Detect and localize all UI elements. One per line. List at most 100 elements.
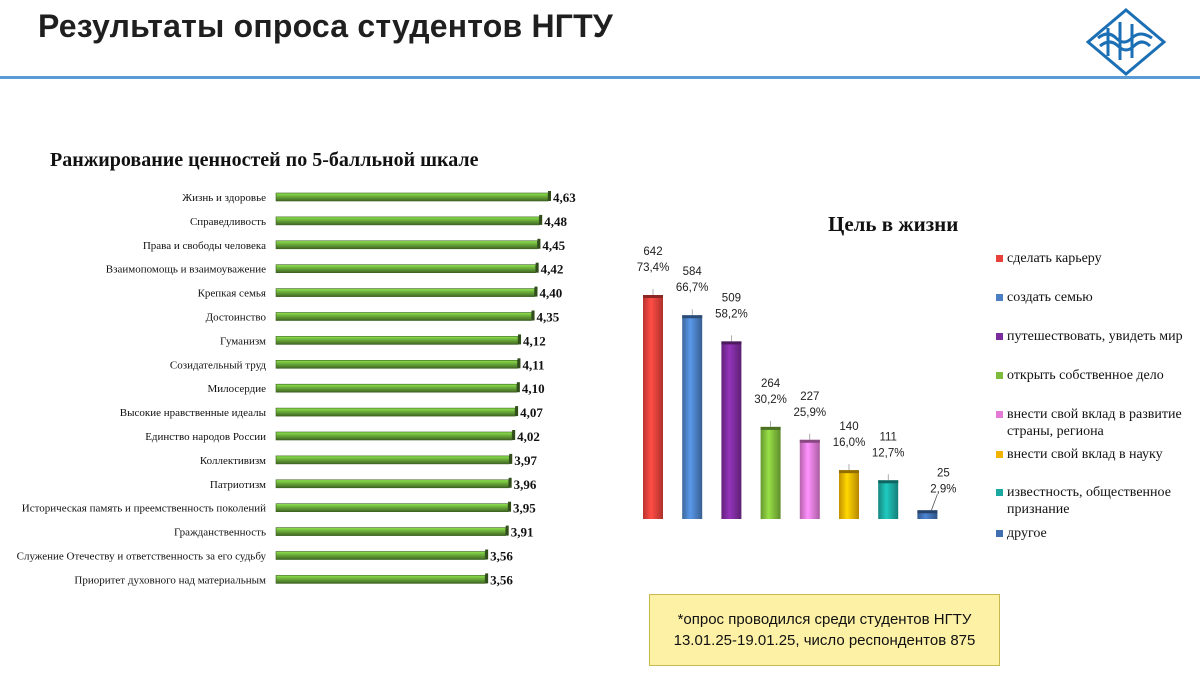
goal-bar-cap <box>643 295 663 298</box>
category-label: Справедливость <box>190 216 266 228</box>
header-divider <box>0 76 1200 79</box>
category-label: Гуманизм <box>220 335 266 347</box>
goal-bar-cap <box>878 480 899 484</box>
value-bar-cap <box>505 525 509 536</box>
category-label: Служение Отечеству и ответственность за … <box>17 551 267 563</box>
goal-count-label: 111 <box>879 431 896 443</box>
goal-bar-cap <box>682 315 703 319</box>
value-label: 3,97 <box>514 453 537 468</box>
value-label: 4,42 <box>541 262 564 277</box>
value-bar-cap <box>518 334 522 345</box>
goal-bar-cap <box>917 510 938 514</box>
category-label: Взаимопомощь и взаимоуважение <box>106 264 266 276</box>
value-bar-cap <box>539 214 543 225</box>
legend-swatch <box>996 255 1003 262</box>
goal-count-label: 264 <box>761 378 781 390</box>
category-label: Высокие нравственные идеалы <box>120 407 267 419</box>
legend-label: сделать карьеру <box>1007 251 1102 266</box>
legend-swatch <box>996 294 1003 301</box>
goal-count-label: 584 <box>683 266 703 278</box>
goal-bar <box>682 315 703 519</box>
values-ranking-chart: Жизнь и здоровье 4,63 Справедливость 4,48 Пр… <box>17 190 577 587</box>
value-label: 4,07 <box>520 405 543 420</box>
value-label: 4,48 <box>544 214 567 229</box>
category-label: Крепкая семья <box>198 288 266 300</box>
value-label: 4,10 <box>522 381 545 396</box>
goal-percent-label: 30,2% <box>754 394 787 406</box>
university-logo-icon <box>1086 8 1166 76</box>
goal-bar <box>839 470 859 519</box>
goal-percent-label: 16,0% <box>833 437 866 449</box>
chart-values-title: Ранжирование ценностей по 5-балльной шка… <box>50 149 479 171</box>
goal-count-label: 140 <box>839 421 858 433</box>
goal-bar <box>917 510 938 519</box>
page-title: Результаты опроса студентов НГТУ <box>38 8 613 44</box>
value-bar-cap <box>512 430 516 440</box>
value-label: 4,02 <box>517 429 540 444</box>
value-bar-cap <box>534 286 538 297</box>
category-label: Созидательный труд <box>170 359 266 371</box>
goal-bar <box>721 341 742 519</box>
value-bar-cap <box>548 191 551 201</box>
category-label: Единство народов России <box>145 431 266 443</box>
value-bar-cap <box>517 358 521 369</box>
legend-label: открыть собственное дело <box>1007 368 1164 383</box>
value-bar-cap <box>485 549 489 560</box>
goal-count-label: 25 <box>937 467 950 479</box>
value-bar-cap <box>516 382 520 393</box>
value-label: 4,45 <box>542 238 565 253</box>
value-bar-cap <box>508 501 512 512</box>
value-label: 3,95 <box>513 501 536 516</box>
value-label: 3,56 <box>490 549 513 564</box>
value-label: 3,56 <box>490 572 513 587</box>
value-label: 3,91 <box>511 525 534 540</box>
category-label: Коллективизм <box>200 455 266 467</box>
value-label: 4,63 <box>553 190 576 205</box>
value-bar <box>275 575 486 584</box>
category-label: Историческая память и преемственность по… <box>22 503 266 515</box>
value-label: 4,11 <box>522 357 544 372</box>
goal-percent-label: 66,7% <box>676 282 709 294</box>
legend-label: другое <box>1007 526 1047 541</box>
category-label: Милосердие <box>207 383 266 395</box>
value-bar-cap <box>509 453 513 464</box>
value-bar-cap <box>508 477 512 488</box>
goal-count-label: 227 <box>800 391 819 403</box>
legend-swatch <box>996 333 1003 340</box>
legend-swatch <box>996 451 1003 458</box>
goal-percent-label: 25,9% <box>793 407 826 419</box>
goal-percent-label: 58,2% <box>715 308 748 320</box>
goal-count-label: 509 <box>722 292 741 304</box>
survey-note: *опрос проводился среди студентов НГТУ 1… <box>649 594 1000 666</box>
legend-swatch <box>996 372 1003 379</box>
category-label: Жизнь и здоровье <box>182 192 266 204</box>
legend-swatch <box>996 489 1003 496</box>
category-label: Патриотизм <box>210 479 266 491</box>
legend-swatch <box>996 530 1003 537</box>
category-label: Достоинство <box>206 312 267 324</box>
value-bar-cap <box>485 573 489 584</box>
value-label: 4,40 <box>539 286 562 301</box>
value-label: 3,96 <box>514 477 537 492</box>
goal-bar-cap <box>760 426 781 430</box>
survey-note-line1: *опрос проводился среди студентов НГТУ <box>677 611 972 628</box>
goal-percent-label: 73,4% <box>637 262 670 274</box>
goal-bar <box>799 439 820 519</box>
goal-percent-label: 12,7% <box>872 447 905 459</box>
goal-percent-label: 2,9% <box>930 483 956 495</box>
value-bar <box>275 503 509 513</box>
life-goals-chart: 642 73,4% 584 66,7% 509 58,2% 264 30,2% 227 25,9%… <box>637 246 957 519</box>
value-label: 4,35 <box>537 310 560 325</box>
legend-label: внести свой вклад в развитие страны, рег… <box>1007 407 1182 439</box>
value-bar <box>275 216 540 226</box>
value-bar-cap <box>535 262 539 273</box>
survey-note-line2: 13.01.25-19.01.25, число респондентов 87… <box>673 632 976 649</box>
value-bar-cap <box>515 406 519 417</box>
goal-bar-cap <box>839 470 859 474</box>
value-bar-cap <box>531 310 535 321</box>
goal-bar <box>643 295 663 519</box>
legend-label: известность, общественное признание <box>1007 485 1171 517</box>
legend-label: создать семью <box>1007 290 1093 305</box>
goal-bar-cap <box>799 439 820 443</box>
legend-label: путешествовать, увидеть мир <box>1007 329 1183 344</box>
